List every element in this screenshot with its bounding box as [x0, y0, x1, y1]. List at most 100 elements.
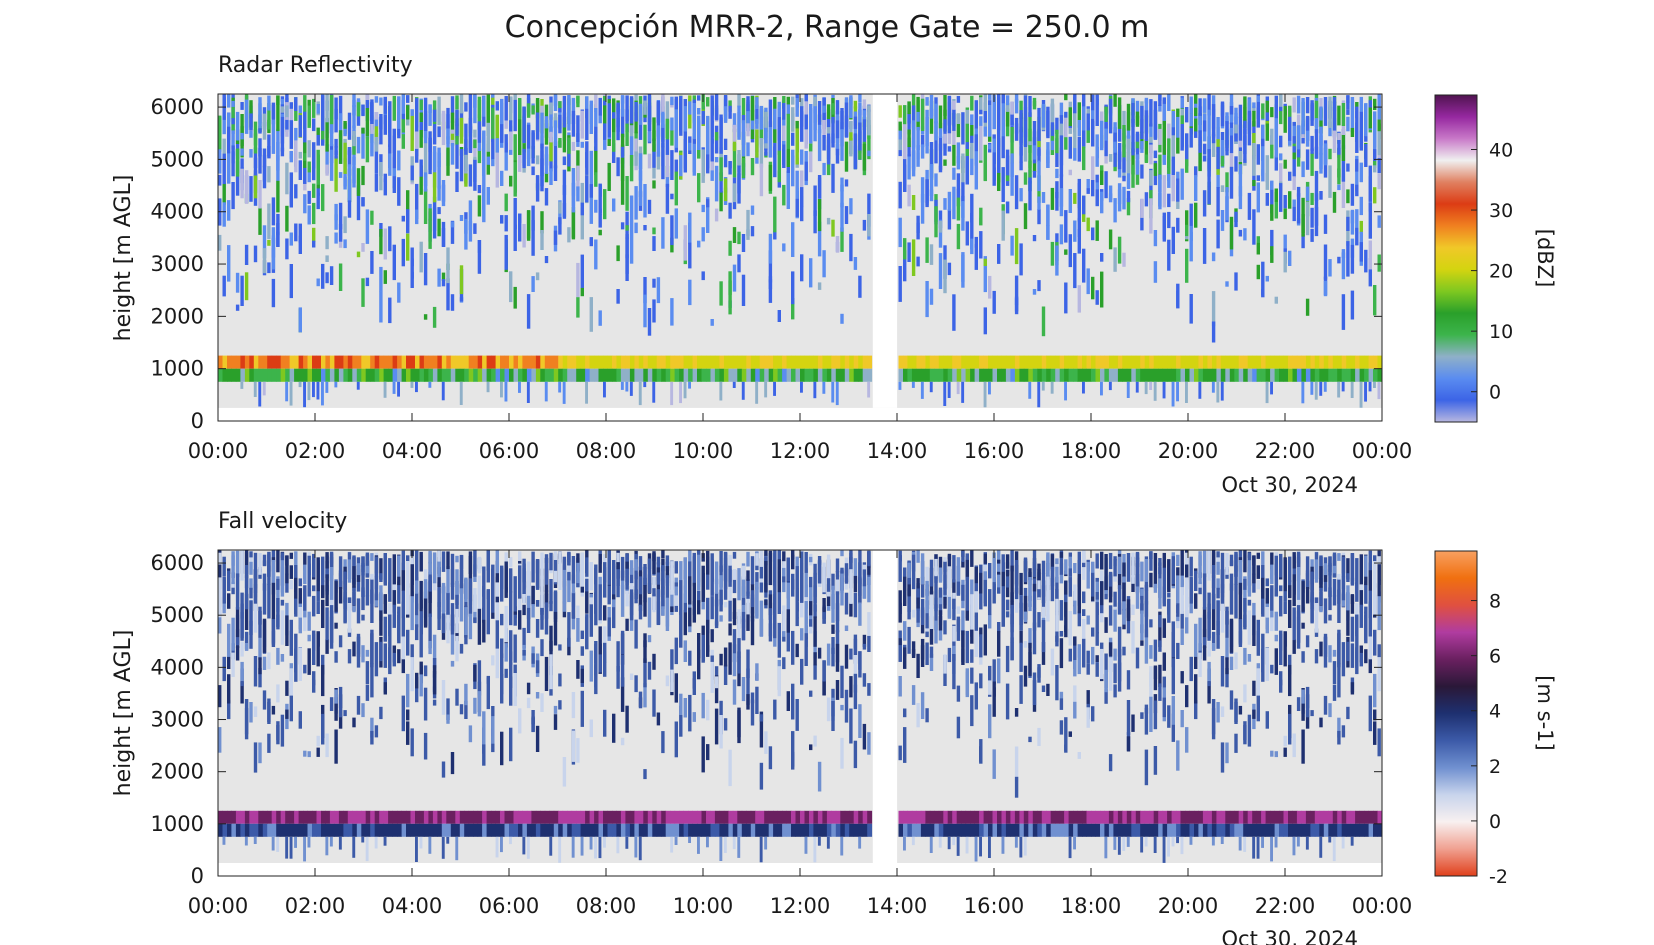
heatmap-cell: [347, 597, 352, 603]
heatmap-cell: [589, 355, 595, 369]
heatmap-cell: [244, 836, 248, 846]
heatmap-cell: [464, 577, 468, 602]
heatmap-cell: [1225, 112, 1229, 125]
heatmap-cell: [343, 142, 347, 174]
heatmap-cell: [361, 127, 365, 134]
heatmap-cell: [612, 131, 616, 152]
heatmap-cell: [974, 591, 978, 613]
heatmap-cell: [244, 99, 249, 134]
heatmap-cell: [253, 656, 258, 687]
heatmap-cell: [526, 585, 531, 608]
heatmap-cell: [813, 368, 819, 382]
heatmap-cell: [835, 823, 841, 837]
heatmap-cell: [1355, 368, 1360, 382]
heatmap-cell: [388, 153, 392, 176]
heatmap-cell: [706, 199, 710, 208]
heatmap-cell: [997, 94, 1001, 131]
heatmap-cell: [535, 560, 540, 590]
heatmap-cell: [240, 102, 244, 110]
heatmap-cell: [719, 810, 725, 824]
heatmap-cell: [459, 117, 464, 144]
heatmap-cell: [280, 654, 285, 662]
heatmap-cell: [625, 355, 631, 369]
heatmap-cell: [401, 110, 405, 120]
heatmap-cell: [1041, 368, 1047, 382]
heatmap-cell: [603, 836, 606, 848]
heatmap-cell: [468, 221, 473, 242]
heatmap-cell: [1202, 98, 1207, 113]
heatmap-cell: [473, 665, 477, 682]
heatmap-cell: [325, 236, 329, 250]
heatmap-cell: [813, 355, 819, 369]
heatmap-cell: [576, 262, 580, 298]
heatmap-cell: [1252, 209, 1256, 245]
heatmap-cell: [316, 747, 320, 757]
heatmap-cell: [965, 836, 969, 854]
heatmap-cell: [1117, 236, 1122, 264]
heatmap-cell: [312, 118, 316, 132]
heatmap-cell: [1122, 186, 1126, 210]
heatmap-cell: [504, 587, 508, 598]
heatmap-cell: [321, 355, 326, 369]
heatmap-cell: [920, 598, 925, 625]
heatmap-cell: [240, 550, 244, 581]
heatmap-cell: [997, 658, 1001, 684]
heatmap-cell: [607, 584, 611, 605]
heatmap-cell: [616, 836, 620, 854]
heatmap-cell: [925, 142, 929, 154]
heatmap-cell: [446, 823, 452, 837]
heatmap-cell: [500, 638, 504, 658]
heatmap-cell: [1095, 94, 1099, 126]
heatmap-cell: [992, 823, 998, 837]
heatmap-cell: [338, 686, 343, 718]
heatmap-cell: [670, 810, 676, 824]
heatmap-cell: [365, 836, 369, 862]
heatmap-cell: [983, 564, 987, 572]
heatmap-cell: [620, 222, 625, 230]
heatmap-cell: [1328, 368, 1334, 382]
heatmap-cell: [276, 598, 280, 627]
heatmap-cell: [437, 368, 443, 382]
heatmap-cell: [580, 368, 586, 382]
heatmap-cell: [535, 619, 540, 638]
heatmap-cell: [589, 836, 593, 850]
heatmap-cell: [992, 749, 996, 779]
heatmap-cell: [423, 172, 428, 186]
heatmap-cell: [732, 183, 737, 203]
heatmap-cell: [979, 231, 983, 259]
heatmap-cell: [925, 810, 931, 824]
heatmap-cell: [1368, 368, 1374, 382]
heatmap-cell: [1082, 368, 1087, 382]
heatmap-cell: [759, 355, 765, 369]
heatmap-cell: [231, 823, 237, 837]
heatmap-cell: [777, 310, 781, 322]
heatmap-cell: [365, 823, 371, 837]
heatmap-cell: [285, 823, 291, 837]
heatmap-cell: [464, 810, 470, 824]
heatmap-cell: [983, 553, 987, 564]
heatmap-cell: [607, 557, 611, 585]
heatmap-cell: [585, 557, 589, 577]
heatmap-cell: [988, 381, 991, 395]
heatmap-cell: [397, 368, 402, 382]
heatmap-cell: [1032, 823, 1038, 837]
heatmap-cell: [419, 580, 423, 609]
heatmap-cell: [1328, 96, 1332, 128]
heatmap-cell: [1207, 158, 1211, 187]
heatmap-cell: [1234, 368, 1240, 382]
heatmap-cell: [468, 551, 473, 574]
heatmap-cell: [732, 810, 738, 824]
heatmap-cell: [455, 135, 459, 145]
heatmap-cell: [916, 368, 922, 382]
heatmap-cell: [929, 653, 934, 671]
heatmap-cell: [947, 647, 952, 663]
heatmap-cell: [441, 613, 446, 634]
heatmap-cell: [741, 611, 746, 641]
heatmap-cell: [222, 576, 226, 603]
heatmap-cell: [817, 101, 822, 125]
heatmap-cell: [934, 103, 938, 140]
heatmap-cell: [598, 626, 602, 655]
heatmap-cell: [312, 585, 316, 592]
heatmap-cell: [428, 368, 434, 382]
heatmap-cell: [343, 596, 347, 624]
